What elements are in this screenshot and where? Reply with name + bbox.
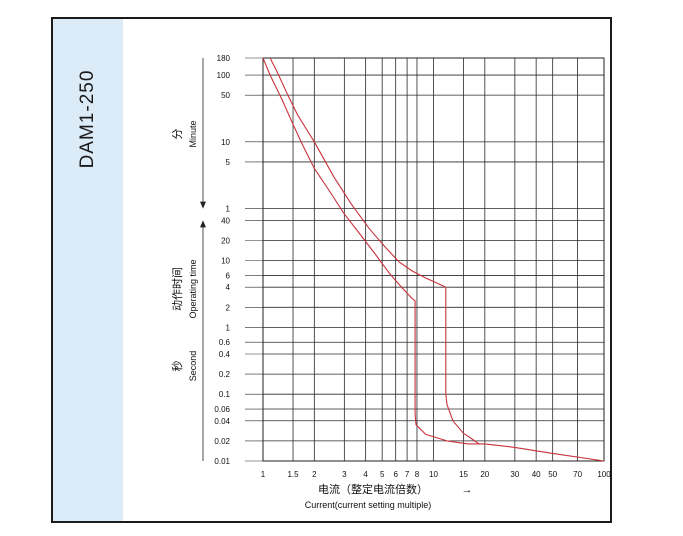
y-tick-label: 10 [221, 138, 230, 147]
x-axis-label-en: Current(current setting multiple) [305, 500, 432, 510]
x-tick-label: 40 [532, 470, 541, 479]
y-tick-label: 40 [221, 216, 230, 225]
y-tick-label: 180 [217, 54, 231, 63]
second-arrow-icon [200, 220, 206, 228]
chart-axes: 1 1.5 2 3 4 5 6 7 8 10 15 20 30 40 50 70 100180100501051… [200, 54, 611, 479]
y-label-main-cn: 动作时间 [171, 267, 184, 311]
x-tick-label: 6 [393, 470, 398, 479]
plot-border [262, 57, 605, 462]
x-tick-label: 4 [363, 470, 368, 479]
y-tick-label: 10 [221, 257, 230, 266]
minute-arrow-icon [200, 201, 206, 209]
x-tick-label: 7 [405, 470, 410, 479]
series-line-2 [269, 57, 480, 445]
x-tick-label: 70 [573, 470, 582, 479]
y-tick-label: 2 [226, 303, 231, 312]
x-tick-label: 8 [415, 470, 420, 479]
x-tick-label: 3 [342, 470, 347, 479]
x-tick-label: 1 [261, 470, 266, 479]
y-tick-label: 1 [226, 323, 231, 332]
y-tick-label: 0.02 [214, 437, 230, 446]
x-tick-label: 5 [380, 470, 385, 479]
y-tick-label: 6 [226, 271, 231, 280]
x-tick-label: 10 [429, 470, 438, 479]
chart-series [262, 57, 605, 462]
y-tick-label: 1 [226, 205, 231, 214]
y-tick-label: 0.1 [219, 390, 231, 399]
y-tick-label: 100 [217, 71, 231, 80]
x-tick-label: 2 [312, 470, 317, 479]
y-tick-label: 5 [226, 158, 231, 167]
y-tick-label: 20 [221, 237, 230, 246]
chart-frame: DAM1-250 [51, 17, 612, 523]
x-tick-label: 20 [480, 470, 489, 479]
x-axis-label-cn: 电流（整定电流倍数） [318, 482, 428, 496]
x-tick-label: 50 [548, 470, 557, 479]
y-tick-label: 50 [221, 91, 230, 100]
y-label-minute-cn: 分 [171, 129, 184, 140]
series-line-1 [262, 57, 605, 462]
y-tick-label: 0.2 [219, 370, 231, 379]
y-tick-label: 0.4 [219, 350, 231, 359]
y-tick-label: 0.04 [214, 417, 230, 426]
y-label-minute-en: Minute [188, 120, 198, 147]
y-tick-label: 0.06 [214, 405, 230, 414]
chart-grid [262, 57, 605, 462]
x-tick-label: 1.5 [287, 470, 299, 479]
y-tick-label: 4 [226, 283, 231, 292]
x-tick-label: 100 [597, 470, 611, 479]
y-tick-label: 0.01 [214, 457, 230, 466]
y-label-second-cn: 秒 [170, 361, 184, 372]
y-label-second-en: Second [188, 351, 198, 382]
x-tick-label: 30 [510, 470, 519, 479]
sidebar-panel: DAM1-250 [53, 19, 123, 521]
y-tick-label: 0.6 [219, 338, 231, 347]
x-axis-label-arrow: → [462, 484, 473, 496]
x-tick-label: 15 [459, 470, 468, 479]
y-label-main-en: Operating time [188, 259, 198, 318]
